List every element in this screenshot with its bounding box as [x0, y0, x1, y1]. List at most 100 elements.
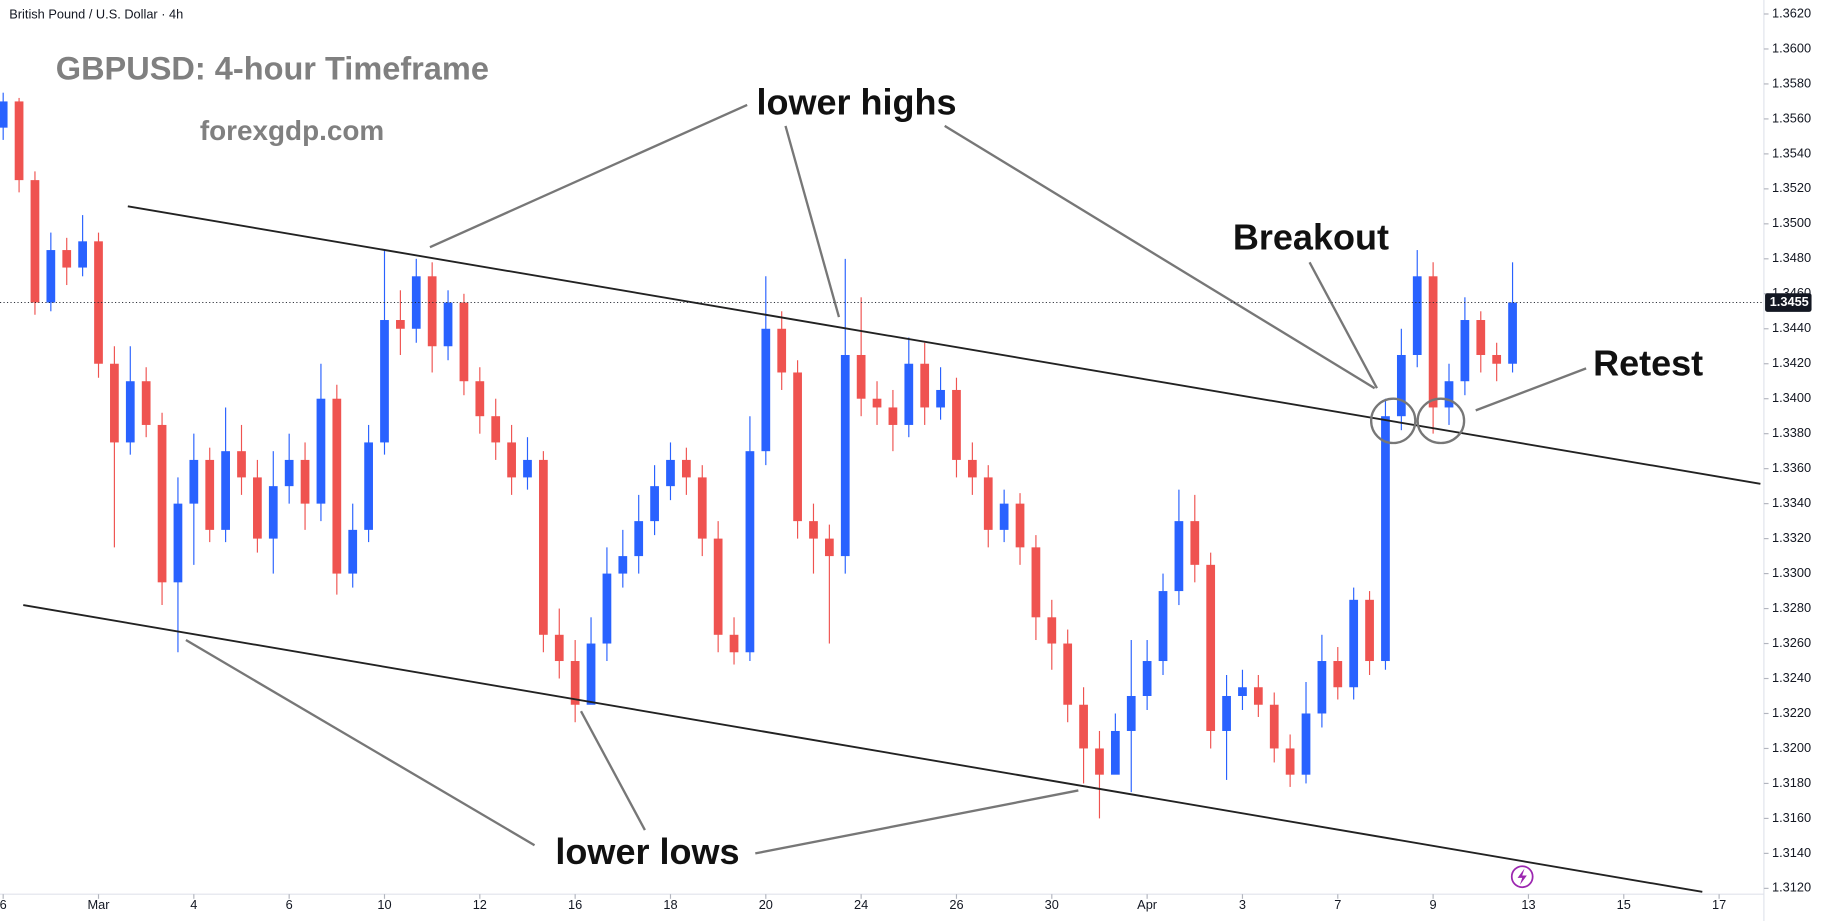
candle-body — [824, 538, 834, 557]
y-tick-label: 1.3200 — [1772, 740, 1811, 755]
candle-body — [1317, 661, 1327, 714]
candle-body — [268, 486, 278, 539]
candle-body — [729, 634, 739, 653]
candle-body — [221, 451, 230, 530]
candle-body — [1253, 687, 1263, 705]
candle-body — [618, 556, 628, 574]
candle-body — [507, 442, 516, 478]
x-tick-label: 10 — [377, 897, 391, 912]
retest-circle — [1416, 397, 1466, 445]
candle-body — [586, 643, 596, 705]
candle-body — [840, 354, 850, 557]
candle-body — [904, 363, 914, 425]
last-price-label: 1.3455 — [1770, 294, 1809, 309]
candle-body — [110, 363, 119, 443]
x-tick-label: 3 — [1239, 897, 1246, 912]
candle-body — [1333, 661, 1343, 688]
candle-body — [475, 381, 485, 417]
candle-body — [554, 634, 564, 662]
candle-body — [189, 459, 199, 504]
candle-body — [952, 389, 961, 460]
candle-body — [1428, 276, 1438, 408]
pointer — [755, 789, 1079, 855]
pointer — [944, 124, 1376, 390]
y-tick-label: 1.3280 — [1772, 600, 1811, 615]
candle-body — [332, 398, 342, 574]
x-tick-label: 4 — [190, 897, 197, 912]
candle-body — [173, 503, 183, 583]
pointer — [784, 125, 841, 318]
candle-body — [713, 538, 723, 635]
heading: GBPUSD: 4-hour Timeframe — [56, 50, 489, 86]
candle-body — [253, 477, 262, 539]
x-tick-label: 18 — [663, 897, 677, 912]
pointer — [579, 710, 646, 831]
alert-bolt — [1517, 868, 1527, 885]
candle-body — [1349, 599, 1359, 688]
candle-body — [459, 302, 469, 382]
candle-body — [697, 477, 707, 539]
candle-body — [967, 459, 977, 478]
candle-body — [1492, 354, 1502, 364]
pointer — [1308, 261, 1378, 389]
candle-body — [491, 416, 501, 443]
candle-body — [1476, 320, 1486, 355]
candle-body — [1412, 276, 1422, 355]
candle-body — [666, 459, 675, 487]
y-tick-label: 1.3420 — [1772, 355, 1811, 370]
candle-body — [1142, 661, 1152, 696]
y-tick-label: 1.3400 — [1772, 390, 1811, 405]
candle-body — [936, 389, 945, 408]
y-tick-label: 1.3580 — [1772, 75, 1811, 90]
candle-body — [62, 250, 72, 268]
candle-body — [650, 486, 659, 522]
y-tick-label: 1.3140 — [1772, 845, 1811, 860]
candle-body — [46, 250, 56, 303]
candle-body — [1063, 643, 1073, 705]
candle-body — [1381, 416, 1390, 662]
y-tick-label: 1.3320 — [1772, 530, 1811, 545]
candle-body — [1365, 599, 1374, 662]
last-price-tag — [1765, 293, 1812, 312]
candle-body — [1190, 521, 1200, 565]
candle-body — [793, 372, 802, 522]
pointer — [1475, 367, 1587, 412]
candle-body — [364, 442, 373, 530]
x-tick-label: 9 — [1430, 897, 1437, 912]
candle-body — [1206, 564, 1216, 731]
candle-body — [1460, 320, 1470, 382]
candle-body — [602, 573, 612, 644]
candle-body — [539, 459, 548, 635]
annotation: Retest — [1593, 342, 1703, 383]
x-tick-label: 16 — [568, 897, 582, 912]
candle-body — [237, 451, 246, 478]
y-tick-label: 1.3380 — [1772, 425, 1811, 440]
alert-icon[interactable] — [1510, 865, 1534, 889]
y-tick-label: 1.3240 — [1772, 670, 1811, 685]
y-tick-label: 1.3260 — [1772, 635, 1811, 650]
site: forexgdp.com — [200, 115, 384, 146]
x-tick-label: 26 — [949, 897, 963, 912]
x-tick-label: 30 — [1045, 897, 1059, 912]
candle-body — [761, 328, 771, 452]
candle-body — [920, 363, 930, 408]
y-tick-label: 1.3500 — [1772, 215, 1811, 230]
candle-body — [411, 276, 421, 329]
candle-body — [300, 459, 310, 504]
annotation: Breakout — [1233, 216, 1389, 257]
annotation: lower lows — [555, 831, 739, 872]
candle-body — [983, 477, 993, 530]
pointer — [185, 639, 536, 847]
upper-trendline — [127, 205, 1761, 485]
candle-body — [348, 529, 358, 574]
candle-body — [157, 424, 167, 583]
y-tick-label: 1.3480 — [1772, 250, 1811, 265]
candle-body — [745, 451, 755, 653]
y-tick-label: 1.3160 — [1772, 810, 1811, 825]
candle-body — [443, 302, 453, 347]
candle-body — [30, 180, 40, 303]
y-tick-label: 1.3220 — [1772, 705, 1811, 720]
x-tick-label: 17 — [1712, 897, 1726, 912]
candle-body — [570, 661, 580, 705]
candle-body — [316, 398, 326, 504]
